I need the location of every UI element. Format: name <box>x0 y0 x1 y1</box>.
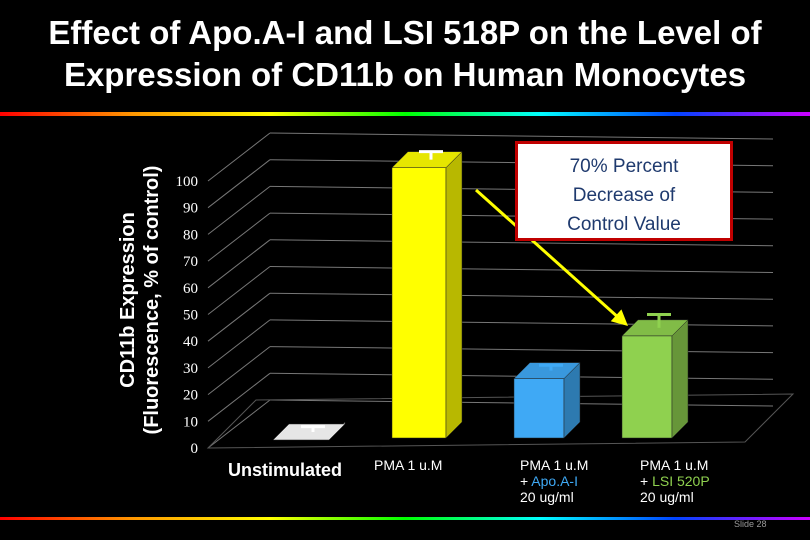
bar-lsi-top <box>621 319 689 337</box>
bar-pma-side <box>445 151 463 439</box>
chart-floor <box>206 393 795 449</box>
title-line-1: Effect of Apo.A-I and LSI 518P on the Le… <box>48 14 762 51</box>
y-tick-label: 30 <box>183 361 198 377</box>
gridline-side <box>207 292 271 342</box>
gridline <box>269 292 774 300</box>
rainbow-divider-bottom <box>0 517 810 520</box>
gridline-side <box>207 372 271 422</box>
gridline-side <box>207 399 271 449</box>
decrease-arrow-head <box>610 309 628 326</box>
title-line-2: Expression of CD11b on Human Monocytes <box>63 56 747 93</box>
bar-lsi-front <box>621 335 673 439</box>
gridline-side <box>207 159 271 209</box>
gridline-side <box>207 239 271 289</box>
y-tick-label: 20 <box>183 388 198 404</box>
bar-apoa1-top <box>513 362 581 379</box>
gridline <box>269 266 774 273</box>
callout-line-3: Control Value <box>567 214 681 235</box>
lsi-label: LSI 520P <box>652 473 710 489</box>
y-tick-label: 0 <box>191 441 199 457</box>
gridline-side <box>207 132 271 182</box>
gridline-side <box>207 266 271 315</box>
decrease-arrow <box>474 188 622 321</box>
gridline-side <box>207 212 271 262</box>
y-tick-label: 70 <box>183 254 198 270</box>
category-label-apoa1: PMA 1 u.M + Apo.A-I 20 ug/ml <box>520 457 589 505</box>
callout-line-1: 70% Percent <box>569 156 679 177</box>
gridline-side <box>207 186 271 235</box>
y-tick-label: 100 <box>176 174 199 190</box>
callout-line-2: Decrease of <box>572 185 676 206</box>
bar-lsi-side <box>671 319 689 439</box>
chart-title: Effect of Apo.A-I and LSI 518P on the Le… <box>0 12 810 96</box>
rainbow-divider-top <box>0 112 810 116</box>
slide-number: Slide 28 <box>734 519 767 529</box>
category-label-unstimulated: Unstimulated <box>228 460 343 480</box>
bar-unstimulated-top <box>272 423 346 441</box>
bar-apoa1-front <box>513 378 565 439</box>
apoa1-label: Apo.A-I <box>531 473 578 489</box>
category-label-pma: PMA 1 u.M <box>374 457 443 473</box>
gridline-side <box>207 319 271 369</box>
gridline <box>269 239 774 247</box>
gridline <box>269 346 774 354</box>
bar-pma-front <box>391 167 447 439</box>
y-tick-label: 50 <box>183 308 198 324</box>
bar-pma-top <box>391 151 463 168</box>
y-tick-label: 60 <box>183 281 198 297</box>
y-tick-label: 90 <box>183 201 198 217</box>
y-tick-label: 40 <box>183 334 198 350</box>
category-label-lsi: PMA 1 u.M + LSI 520P 20 ug/ml <box>640 457 710 505</box>
gridline-side <box>207 346 271 395</box>
y-tick-label: 10 <box>183 414 198 430</box>
decrease-callout-box: 70% Percent Decrease of Control Value <box>515 141 733 241</box>
y-tick-label: 80 <box>183 227 198 243</box>
gridline <box>269 319 774 327</box>
gridline <box>269 132 774 140</box>
